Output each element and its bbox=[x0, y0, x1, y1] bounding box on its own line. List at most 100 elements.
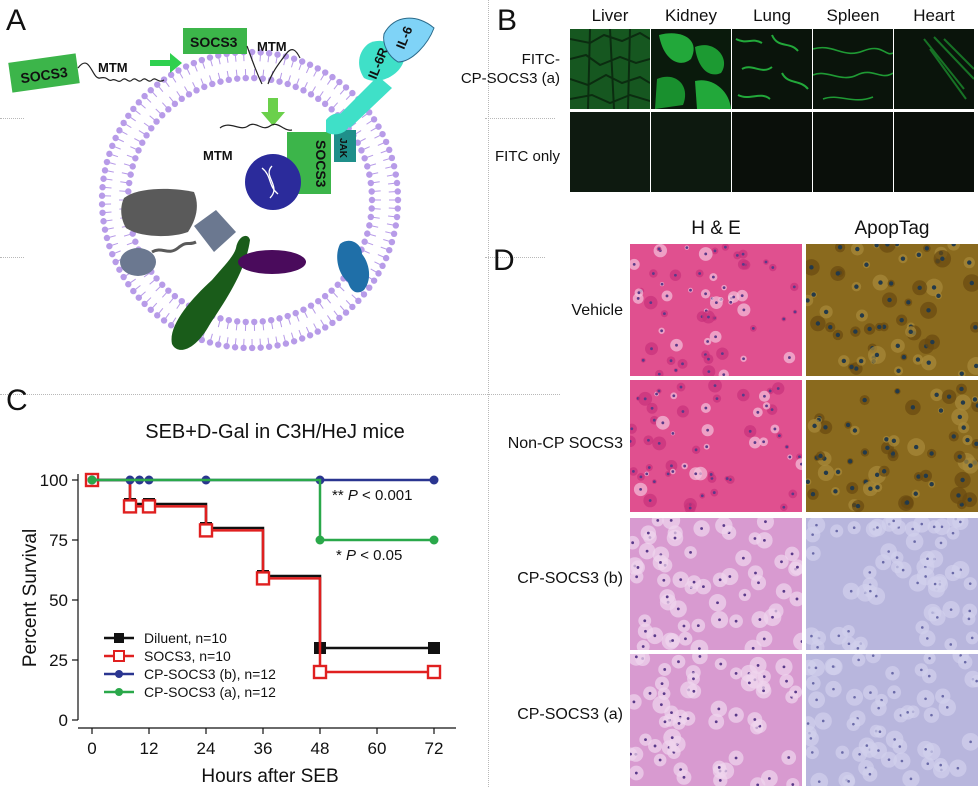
cell-nucleus bbox=[707, 315, 710, 319]
cell-nucleus bbox=[663, 720, 667, 724]
cell-nucleus bbox=[665, 294, 669, 298]
legend-label: SOCS3, n=10 bbox=[144, 648, 231, 664]
data-point bbox=[315, 535, 325, 545]
cell-nucleus bbox=[963, 660, 967, 664]
cell bbox=[750, 777, 766, 786]
cell-nucleus bbox=[975, 679, 978, 683]
cell-nucleus bbox=[741, 252, 745, 256]
cell-nucleus bbox=[753, 537, 757, 540]
fluo-lung-fitc bbox=[732, 112, 812, 192]
cell-nucleus bbox=[857, 658, 860, 662]
cell-nucleus bbox=[798, 455, 801, 459]
cell-nucleus bbox=[714, 335, 717, 339]
cell-nucleus bbox=[868, 772, 872, 776]
significance-annotation: ** P < 0.001 bbox=[332, 487, 413, 504]
cell bbox=[952, 518, 969, 531]
cell-nucleus bbox=[869, 589, 872, 593]
cell-nucleus bbox=[653, 634, 657, 638]
cell-nucleus bbox=[643, 397, 647, 401]
fluo-lung-cp bbox=[732, 29, 812, 109]
lipid-head bbox=[394, 188, 401, 195]
lipid-head bbox=[274, 51, 281, 58]
cell-nucleus bbox=[648, 691, 652, 695]
lipid-head bbox=[267, 316, 275, 324]
cell bbox=[967, 357, 978, 375]
lipid-head bbox=[300, 306, 307, 313]
cell-nucleus bbox=[968, 582, 972, 585]
cell-nucleus bbox=[877, 749, 880, 752]
cell-nucleus bbox=[672, 394, 676, 398]
guide-line bbox=[488, 0, 489, 787]
socs3-outer-label: SOCS3 bbox=[19, 64, 68, 86]
lipid-head bbox=[368, 188, 375, 195]
cell-nucleus bbox=[741, 262, 745, 266]
cell-nucleus bbox=[734, 756, 738, 760]
cell-nucleus bbox=[939, 763, 942, 767]
lipid-head bbox=[321, 100, 329, 108]
cell-nucleus bbox=[959, 386, 964, 392]
lipid-head bbox=[141, 92, 148, 100]
cell-nucleus bbox=[835, 469, 841, 475]
histology-tile bbox=[806, 518, 978, 650]
cell-nucleus bbox=[632, 469, 635, 473]
x-axis-label: Hours after SEB bbox=[201, 766, 338, 787]
cell-nucleus bbox=[887, 758, 891, 761]
cell-nucleus bbox=[855, 246, 860, 252]
cell-nucleus bbox=[656, 519, 660, 522]
lipid-head bbox=[321, 292, 329, 300]
cell-nucleus bbox=[957, 454, 962, 459]
lipid-head bbox=[366, 284, 373, 291]
cell-nucleus bbox=[671, 431, 675, 435]
cell-nucleus bbox=[951, 434, 956, 439]
cell-nucleus bbox=[874, 244, 879, 248]
cell-nucleus bbox=[856, 647, 860, 650]
histology-tile bbox=[630, 518, 802, 650]
lipid-head bbox=[382, 254, 390, 262]
cell-nucleus bbox=[949, 643, 953, 646]
histology-tile bbox=[806, 654, 978, 786]
lipid-head bbox=[342, 309, 350, 316]
lipid-head bbox=[329, 319, 336, 327]
lipid-head bbox=[349, 303, 356, 311]
cell-nucleus bbox=[787, 756, 791, 759]
dark-green-organelle bbox=[171, 235, 250, 350]
cell-nucleus bbox=[676, 607, 680, 611]
lipid-head bbox=[306, 332, 314, 339]
cell-nucleus bbox=[675, 343, 678, 347]
fitc-only-label: FITC only bbox=[494, 148, 560, 165]
fluo-spleen-fitc bbox=[813, 112, 893, 192]
cell-nucleus bbox=[931, 285, 937, 290]
y-tick-label: 0 bbox=[59, 711, 68, 730]
cell-nucleus bbox=[818, 453, 823, 459]
cell-nucleus bbox=[835, 529, 839, 533]
cell-nucleus bbox=[810, 634, 813, 638]
cell-nucleus bbox=[705, 445, 709, 449]
data-point bbox=[429, 475, 439, 485]
lipid-head bbox=[242, 318, 249, 326]
fluo-liver-cp bbox=[570, 29, 650, 109]
cell-nucleus bbox=[876, 526, 879, 529]
cell-nucleus bbox=[652, 480, 656, 484]
row-label-cp-socs3-a: CP-SOCS3 (a) bbox=[517, 706, 623, 723]
cell-nucleus bbox=[643, 619, 647, 623]
cell-nucleus bbox=[641, 645, 645, 648]
lipid-head bbox=[265, 343, 273, 350]
cell-nucleus bbox=[674, 273, 677, 277]
cell-nucleus bbox=[901, 568, 905, 572]
lipid-head bbox=[394, 205, 401, 212]
organ-label-heart: Heart bbox=[913, 6, 955, 25]
tile-background bbox=[806, 244, 978, 376]
lipid-head bbox=[147, 87, 154, 94]
cell-nucleus bbox=[969, 740, 972, 744]
mtm-outer-coil bbox=[77, 62, 165, 82]
data-point bbox=[87, 475, 97, 485]
lipid-head bbox=[127, 171, 134, 178]
cell-nucleus bbox=[796, 565, 799, 569]
cell-nucleus bbox=[913, 540, 916, 543]
cell bbox=[630, 435, 636, 448]
cell-nucleus bbox=[895, 343, 901, 349]
chart-axes: 0 25 50 75 100 0 12 24 36 48 60 72 bbox=[40, 471, 456, 758]
lipid-head bbox=[314, 328, 321, 335]
cell-nucleus bbox=[645, 549, 649, 553]
cell-nucleus bbox=[650, 347, 653, 351]
